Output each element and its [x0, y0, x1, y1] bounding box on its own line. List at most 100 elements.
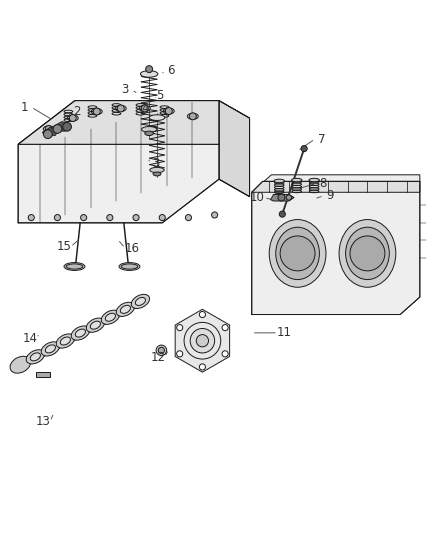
Ellipse shape: [135, 297, 145, 305]
Circle shape: [222, 325, 228, 330]
Text: 15: 15: [57, 240, 71, 253]
Polygon shape: [175, 309, 230, 372]
Ellipse shape: [139, 106, 150, 111]
Ellipse shape: [66, 264, 83, 269]
Ellipse shape: [10, 356, 31, 373]
Ellipse shape: [60, 337, 71, 345]
Ellipse shape: [119, 263, 140, 270]
Ellipse shape: [64, 263, 85, 270]
Circle shape: [286, 195, 291, 200]
Text: 2: 2: [73, 105, 81, 118]
Circle shape: [278, 194, 285, 201]
Circle shape: [53, 125, 62, 133]
Circle shape: [177, 325, 183, 330]
Text: 13: 13: [36, 415, 51, 428]
Polygon shape: [51, 122, 71, 131]
Ellipse shape: [291, 179, 302, 182]
Circle shape: [69, 115, 76, 122]
Circle shape: [159, 215, 165, 221]
Polygon shape: [252, 181, 420, 192]
Polygon shape: [42, 127, 60, 136]
Circle shape: [280, 236, 315, 271]
Circle shape: [28, 215, 34, 221]
Ellipse shape: [26, 350, 45, 364]
Polygon shape: [271, 195, 294, 201]
Ellipse shape: [276, 227, 319, 280]
Ellipse shape: [346, 227, 389, 280]
Circle shape: [222, 351, 228, 357]
Ellipse shape: [153, 172, 161, 176]
Ellipse shape: [149, 115, 165, 120]
Text: 4: 4: [141, 102, 148, 115]
Circle shape: [81, 215, 87, 221]
Circle shape: [63, 123, 71, 131]
Polygon shape: [18, 101, 219, 223]
Text: 1: 1: [21, 101, 28, 114]
Circle shape: [301, 146, 307, 152]
Circle shape: [54, 215, 60, 221]
Ellipse shape: [274, 179, 285, 183]
Circle shape: [199, 364, 205, 370]
Ellipse shape: [105, 313, 116, 321]
Ellipse shape: [86, 318, 105, 332]
Ellipse shape: [45, 345, 56, 353]
Ellipse shape: [71, 326, 89, 340]
Text: 5: 5: [156, 89, 164, 102]
Ellipse shape: [56, 334, 74, 348]
Circle shape: [133, 215, 139, 221]
Ellipse shape: [121, 264, 138, 269]
Polygon shape: [252, 175, 420, 314]
Ellipse shape: [339, 220, 396, 287]
Text: 14: 14: [23, 332, 38, 345]
Text: 6: 6: [167, 63, 175, 77]
Ellipse shape: [91, 108, 102, 115]
Circle shape: [279, 211, 286, 217]
Text: 11: 11: [277, 326, 292, 340]
Text: 9: 9: [327, 189, 334, 202]
Text: 3: 3: [152, 157, 159, 171]
Text: 3: 3: [121, 83, 129, 96]
Ellipse shape: [145, 131, 153, 135]
Circle shape: [196, 335, 208, 347]
Ellipse shape: [163, 108, 174, 114]
Circle shape: [199, 311, 205, 318]
Circle shape: [212, 212, 218, 218]
Ellipse shape: [309, 179, 319, 182]
Circle shape: [141, 105, 148, 112]
Circle shape: [350, 236, 385, 271]
Text: 16: 16: [124, 241, 139, 255]
Polygon shape: [18, 101, 219, 144]
Ellipse shape: [101, 310, 120, 325]
Ellipse shape: [116, 302, 134, 317]
Ellipse shape: [150, 167, 164, 173]
Circle shape: [146, 66, 152, 72]
Ellipse shape: [115, 106, 126, 111]
Ellipse shape: [141, 126, 157, 132]
Circle shape: [117, 105, 124, 112]
Circle shape: [190, 328, 215, 353]
Ellipse shape: [120, 305, 131, 313]
Ellipse shape: [67, 115, 78, 121]
Circle shape: [93, 108, 100, 115]
Ellipse shape: [90, 321, 100, 329]
Ellipse shape: [43, 126, 54, 132]
Polygon shape: [36, 372, 49, 377]
Ellipse shape: [75, 329, 85, 337]
Circle shape: [185, 215, 191, 221]
Circle shape: [177, 351, 183, 357]
Ellipse shape: [41, 342, 60, 356]
Text: 8: 8: [319, 177, 327, 190]
Ellipse shape: [187, 113, 198, 119]
Ellipse shape: [30, 353, 40, 361]
Circle shape: [107, 215, 113, 221]
Ellipse shape: [141, 71, 158, 77]
Circle shape: [156, 345, 166, 356]
Ellipse shape: [131, 294, 149, 309]
Text: 10: 10: [250, 191, 265, 204]
Polygon shape: [219, 101, 250, 197]
Text: 12: 12: [150, 351, 166, 364]
Circle shape: [158, 348, 164, 353]
Text: 7: 7: [318, 133, 325, 146]
Ellipse shape: [269, 220, 326, 287]
Circle shape: [43, 130, 52, 139]
